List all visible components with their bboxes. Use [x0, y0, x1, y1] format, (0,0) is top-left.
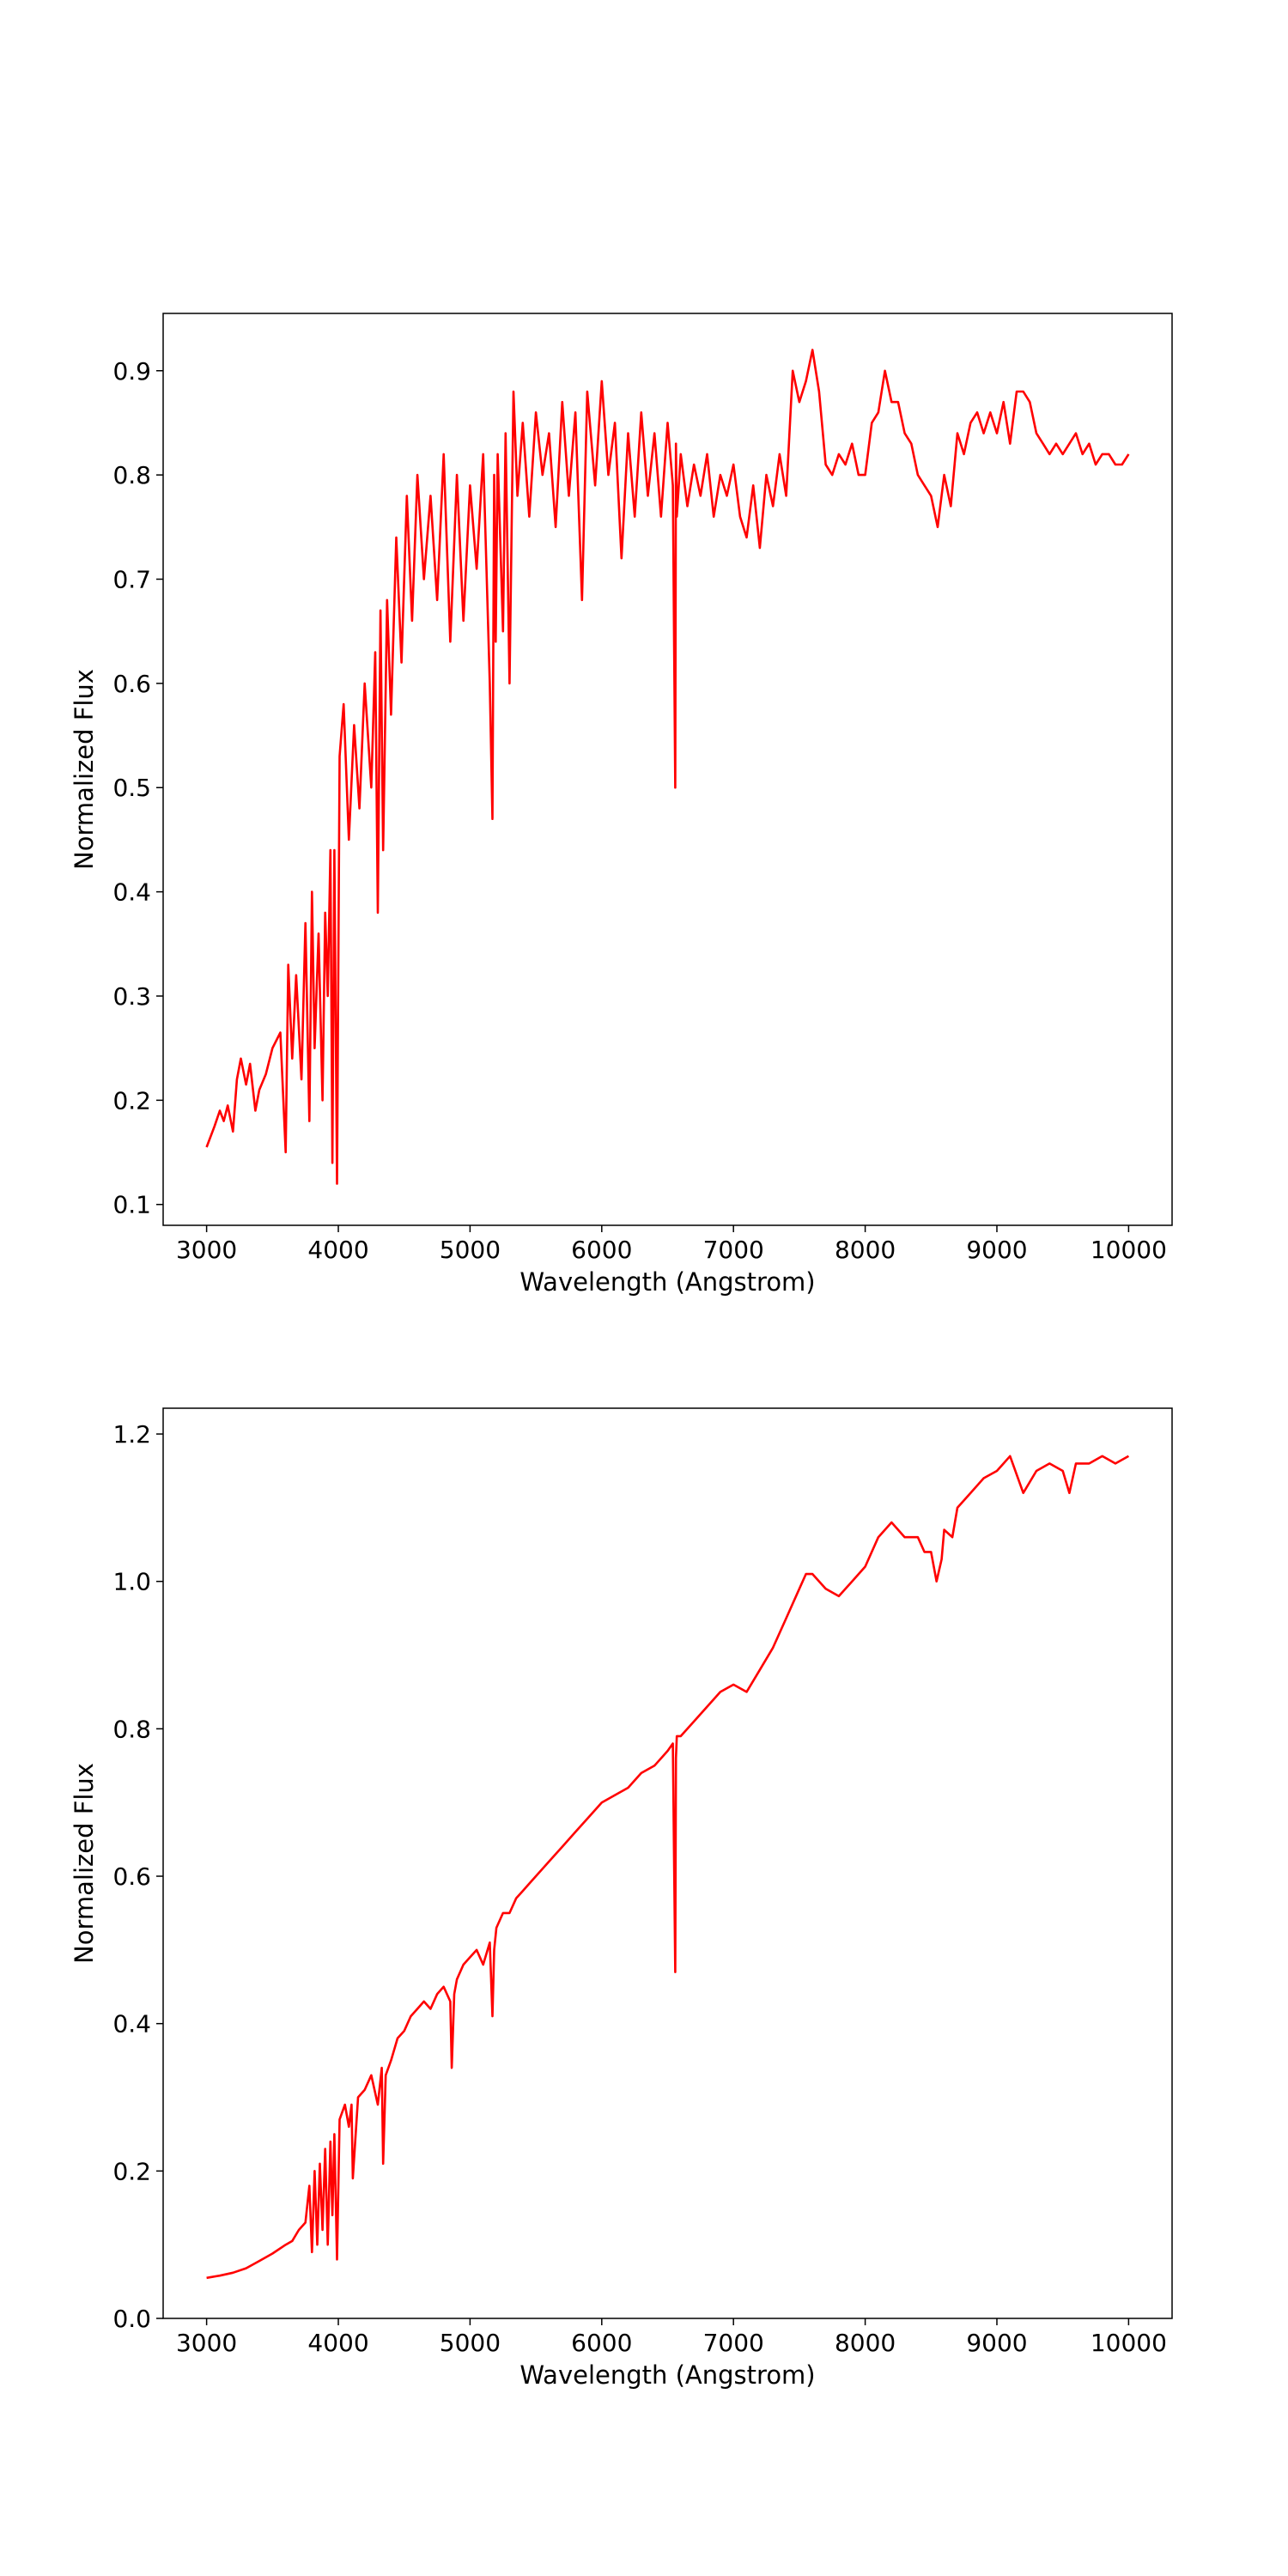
y-tick-label: 1.0 — [112, 1568, 151, 1596]
y-tick-label: 0.1 — [112, 1191, 151, 1219]
y-tick-label: 0.9 — [112, 357, 151, 386]
y-tick-label: 1.2 — [112, 1420, 151, 1449]
plot-frame — [162, 1407, 1173, 2319]
y-tick-label: 0.2 — [112, 1086, 151, 1115]
y-tick-label: 0.3 — [112, 982, 151, 1011]
x-tick-label: 9000 — [966, 2329, 1027, 2357]
y-axis-ticks: 0.1 0.2 0.3 0.4 0.5 0.6 0.7 0.8 0.9 — [112, 357, 163, 1219]
x-axis-ticks: 3000 4000 5000 6000 7000 8000 9000 10000 — [176, 2318, 1167, 2357]
x-tick-label: 10000 — [1091, 1236, 1167, 1264]
y-tick-label: 0.8 — [112, 461, 151, 489]
x-tick-label: 8000 — [835, 1236, 896, 1264]
x-tick-label: 5000 — [440, 1236, 501, 1264]
plot-frame — [162, 313, 1173, 1226]
x-tick-label: 3000 — [176, 1236, 237, 1264]
x-tick-label: 7000 — [703, 2329, 764, 2357]
y-tick-label: 0.4 — [112, 878, 151, 907]
x-tick-label: 7000 — [703, 1236, 764, 1264]
y-axis-label: Normalized Flux — [70, 1763, 99, 1964]
y-tick-label: 0.5 — [112, 774, 151, 802]
y-tick-label: 0.6 — [112, 1862, 151, 1891]
x-tick-label: 4000 — [307, 2329, 368, 2357]
y-tick-label: 0.8 — [112, 1715, 151, 1743]
x-tick-label: 4000 — [307, 1236, 368, 1264]
x-tick-label: 3000 — [176, 2329, 237, 2357]
y-tick-label: 0.4 — [112, 2010, 151, 2038]
y-tick-label: 0.2 — [112, 2157, 151, 2185]
x-tick-label: 6000 — [571, 1236, 632, 1264]
x-axis-label: Wavelength (Angstrom) — [519, 1267, 815, 1297]
y-tick-label: 0.7 — [112, 565, 151, 593]
x-tick-label: 6000 — [571, 2329, 632, 2357]
bottom-spectrum-plot: 3000 4000 5000 6000 7000 8000 9000 10000 0.0 0.2… — [70, 1407, 1173, 2390]
x-tick-label: 5000 — [440, 2329, 501, 2357]
x-axis-ticks: 3000 4000 5000 6000 7000 8000 9000 10000 — [176, 1225, 1167, 1264]
y-tick-label: 0.6 — [112, 670, 151, 698]
y-axis-ticks: 0.0 0.2 0.4 0.6 0.8 1.0 1.2 — [112, 1420, 163, 2333]
flux-series-line — [205, 349, 1130, 1185]
x-tick-label: 10000 — [1091, 2329, 1167, 2357]
x-tick-label: 9000 — [966, 1236, 1027, 1264]
y-axis-label: Normalized Flux — [70, 669, 99, 870]
x-tick-label: 8000 — [835, 2329, 896, 2357]
y-tick-label: 0.0 — [112, 2305, 151, 2333]
x-axis-label: Wavelength (Angstrom) — [519, 2360, 815, 2390]
top-spectrum-plot: 3000 4000 5000 6000 7000 8000 9000 10000 0.1 0.2… — [70, 313, 1173, 1297]
flux-series-line — [206, 1455, 1130, 2280]
